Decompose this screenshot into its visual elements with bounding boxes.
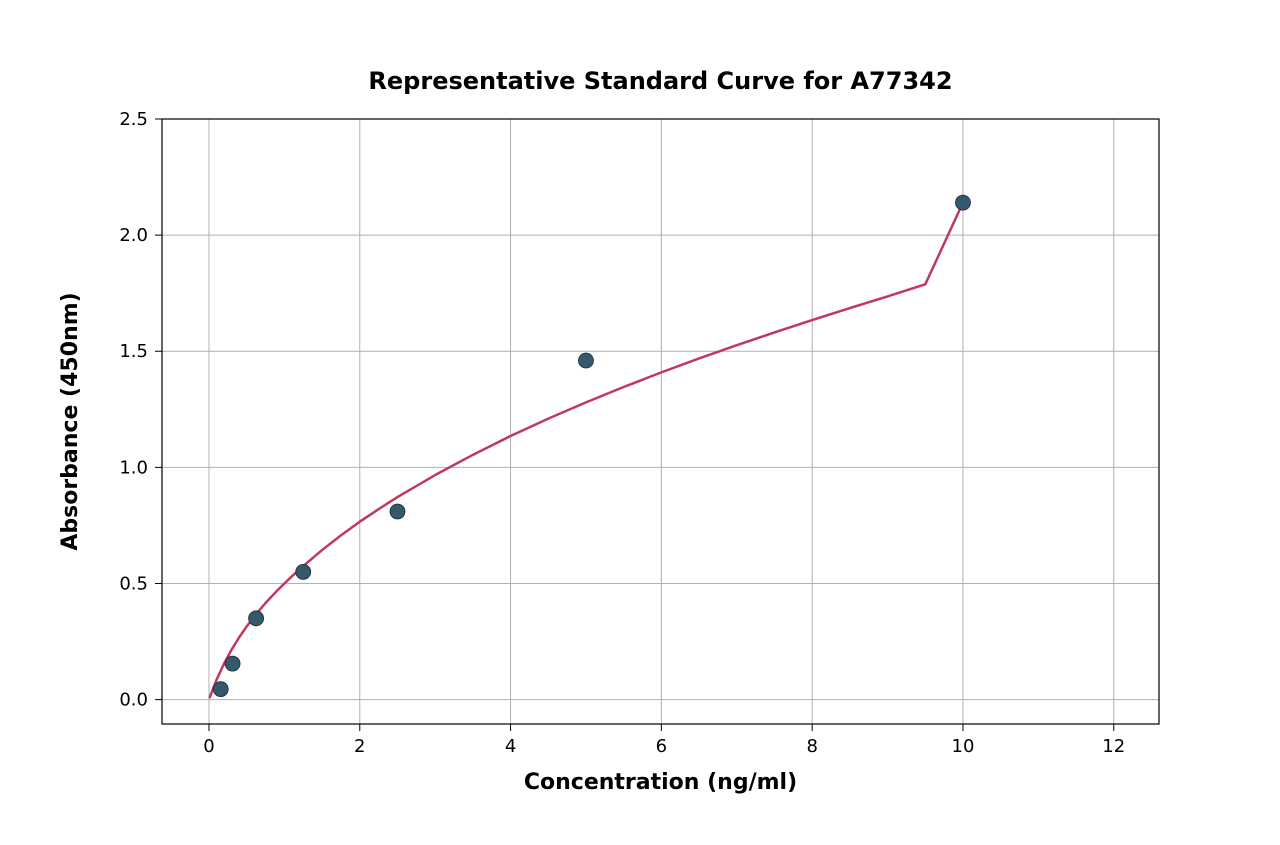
x-tick-label: 6 <box>656 736 667 757</box>
y-tick-label: 2.5 <box>119 109 148 130</box>
chart-title: Representative Standard Curve for A77342 <box>368 67 952 95</box>
fitted-curve <box>210 203 963 698</box>
y-axis-label: Absorbance (450nm) <box>58 292 83 550</box>
x-tick-label: 2 <box>354 736 365 757</box>
x-tick-label: 12 <box>1102 736 1125 757</box>
x-tick-label: 0 <box>203 736 214 757</box>
x-tick-label: 4 <box>505 736 516 757</box>
x-axis-ticks: 0 2 4 6 8 10 12 <box>203 724 1125 757</box>
x-tick-label: 10 <box>952 736 975 757</box>
data-point <box>578 353 593 368</box>
y-axis-ticks: 0.0 0.5 1.0 1.5 2.0 2.5 <box>119 109 162 711</box>
curve-path <box>210 203 963 698</box>
data-point <box>955 195 970 210</box>
axes-spines <box>162 119 1159 724</box>
x-axis-label: Concentration (ng/ml) <box>524 770 797 795</box>
data-point <box>296 564 311 579</box>
x-tick-label: 8 <box>806 736 817 757</box>
grid-lines <box>162 119 1159 724</box>
y-tick-label: 1.5 <box>119 341 148 362</box>
y-tick-label: 2.0 <box>119 225 148 246</box>
data-point <box>249 611 264 626</box>
y-tick-label: 0.0 <box>119 690 148 711</box>
data-point <box>213 682 228 697</box>
data-point <box>390 504 405 519</box>
y-tick-label: 0.5 <box>119 573 148 594</box>
data-point <box>225 656 240 671</box>
y-tick-label: 1.0 <box>119 457 148 478</box>
standard-curve-chart: 0 2 4 6 8 10 12 0.0 0.5 1.0 1.5 2.0 2.5 Representat… <box>0 0 1280 845</box>
chart-container: 0 2 4 6 8 10 12 0.0 0.5 1.0 1.5 2.0 2.5 Representat… <box>0 0 1280 845</box>
data-points <box>213 195 970 697</box>
